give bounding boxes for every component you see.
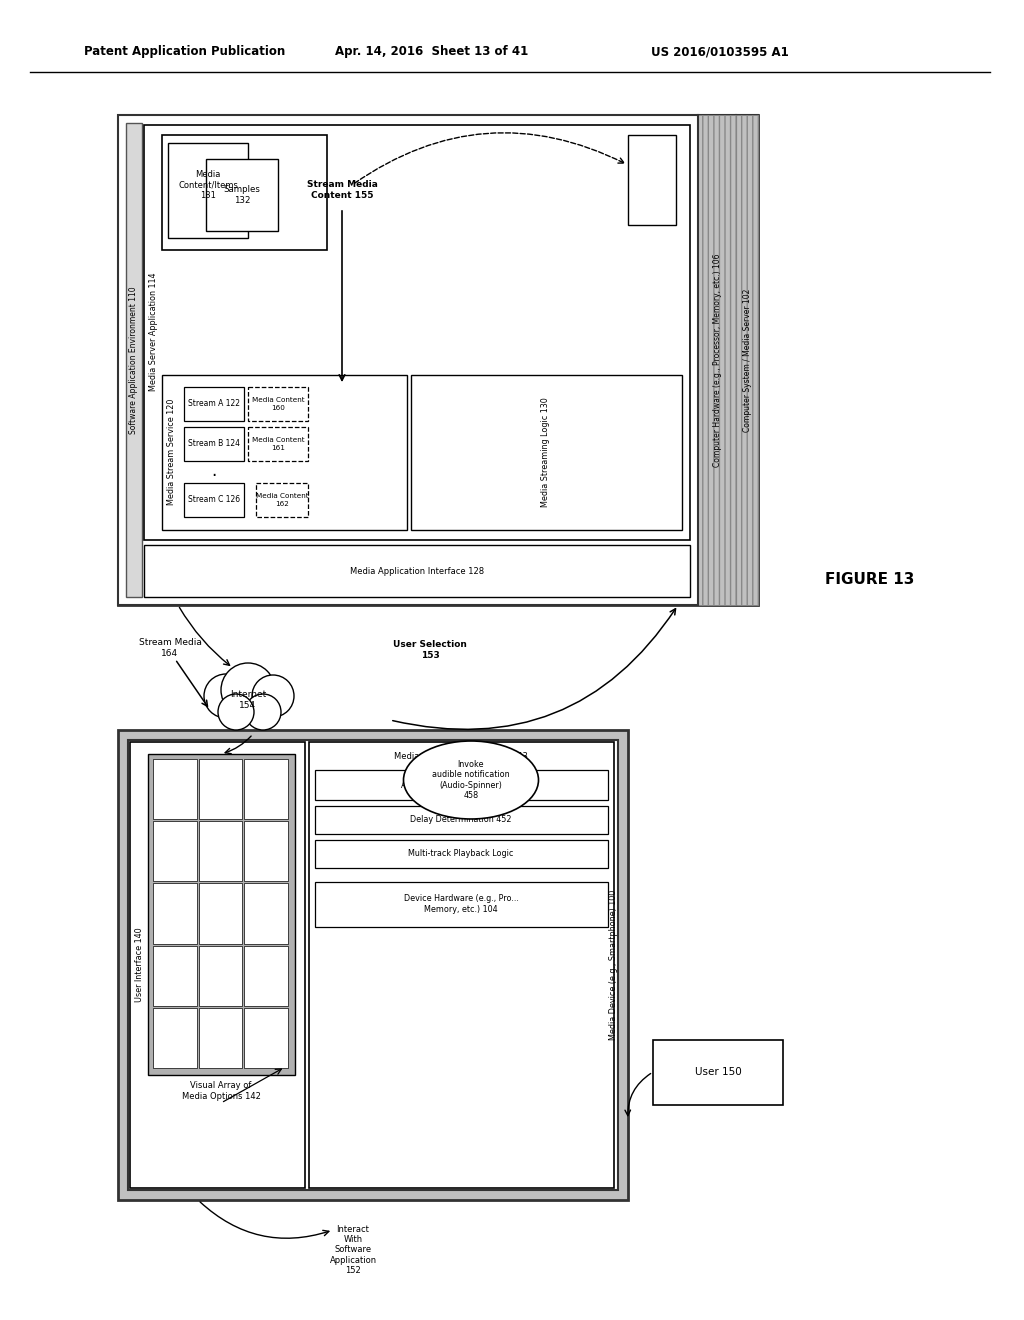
Circle shape bbox=[204, 675, 248, 718]
FancyBboxPatch shape bbox=[245, 759, 288, 820]
FancyBboxPatch shape bbox=[315, 882, 608, 927]
FancyBboxPatch shape bbox=[148, 754, 295, 1074]
FancyBboxPatch shape bbox=[245, 883, 288, 944]
FancyBboxPatch shape bbox=[245, 1007, 288, 1068]
FancyBboxPatch shape bbox=[199, 759, 243, 820]
Circle shape bbox=[218, 694, 254, 730]
Text: Audible Notification Logic 450: Audible Notification Logic 450 bbox=[400, 780, 521, 789]
Text: Media Server Application 114: Media Server Application 114 bbox=[148, 273, 158, 391]
FancyBboxPatch shape bbox=[162, 135, 327, 249]
Text: Media Playback Application 143: Media Playback Application 143 bbox=[394, 752, 528, 762]
Text: Media Content
162: Media Content 162 bbox=[256, 494, 308, 507]
Text: User Selection
153: User Selection 153 bbox=[393, 640, 467, 660]
FancyBboxPatch shape bbox=[153, 821, 197, 882]
FancyBboxPatch shape bbox=[315, 807, 608, 834]
Circle shape bbox=[252, 675, 294, 717]
FancyBboxPatch shape bbox=[698, 115, 736, 605]
FancyBboxPatch shape bbox=[184, 387, 244, 421]
FancyBboxPatch shape bbox=[199, 821, 243, 882]
FancyBboxPatch shape bbox=[153, 883, 197, 944]
FancyBboxPatch shape bbox=[199, 883, 243, 944]
FancyBboxPatch shape bbox=[245, 821, 288, 882]
FancyBboxPatch shape bbox=[248, 426, 308, 461]
Text: Interact
With
Software
Application
152: Interact With Software Application 152 bbox=[330, 1225, 377, 1275]
FancyBboxPatch shape bbox=[653, 1040, 783, 1105]
Text: Invoke
audible notification
(Audio-Spinner)
458: Invoke audible notification (Audio-Spinn… bbox=[432, 760, 510, 800]
Text: US 2016/0103595 A1: US 2016/0103595 A1 bbox=[651, 45, 788, 58]
Text: Media Content
160: Media Content 160 bbox=[252, 397, 304, 411]
FancyBboxPatch shape bbox=[118, 730, 628, 1200]
FancyBboxPatch shape bbox=[162, 375, 407, 531]
FancyBboxPatch shape bbox=[168, 143, 248, 238]
FancyBboxPatch shape bbox=[153, 1007, 197, 1068]
Circle shape bbox=[245, 694, 281, 730]
Text: Internet
154: Internet 154 bbox=[229, 690, 266, 710]
Text: Stream B 124: Stream B 124 bbox=[188, 440, 240, 449]
FancyBboxPatch shape bbox=[144, 125, 690, 540]
Text: Media Stream Service 120: Media Stream Service 120 bbox=[168, 399, 176, 506]
FancyBboxPatch shape bbox=[698, 115, 736, 605]
FancyBboxPatch shape bbox=[184, 426, 244, 461]
Text: Samples
132: Samples 132 bbox=[223, 185, 260, 205]
FancyBboxPatch shape bbox=[628, 135, 676, 224]
FancyBboxPatch shape bbox=[411, 375, 682, 531]
FancyBboxPatch shape bbox=[184, 483, 244, 517]
Text: Media Device (e.g., Smartphone) 100: Media Device (e.g., Smartphone) 100 bbox=[608, 890, 617, 1040]
Text: Device Hardware (e.g., Pro...
Memory, etc.) 104: Device Hardware (e.g., Pro... Memory, et… bbox=[403, 895, 518, 913]
FancyBboxPatch shape bbox=[256, 483, 308, 517]
Text: Media Application Interface 128: Media Application Interface 128 bbox=[350, 566, 484, 576]
Text: Visual Array of
Media Options 142: Visual Array of Media Options 142 bbox=[181, 1081, 260, 1101]
FancyBboxPatch shape bbox=[128, 741, 618, 1191]
Text: Media
Content/Items
131: Media Content/Items 131 bbox=[178, 170, 238, 199]
FancyBboxPatch shape bbox=[736, 115, 758, 605]
FancyBboxPatch shape bbox=[245, 945, 288, 1006]
Text: Software Application Environment 110: Software Application Environment 110 bbox=[129, 286, 138, 434]
FancyBboxPatch shape bbox=[315, 770, 608, 800]
Text: Stream Media
164: Stream Media 164 bbox=[138, 639, 202, 657]
Text: Stream Media
Content 155: Stream Media Content 155 bbox=[306, 181, 378, 199]
FancyBboxPatch shape bbox=[206, 158, 278, 231]
FancyBboxPatch shape bbox=[118, 115, 698, 605]
FancyBboxPatch shape bbox=[153, 759, 197, 820]
FancyBboxPatch shape bbox=[315, 840, 608, 869]
Text: Stream C 126: Stream C 126 bbox=[188, 495, 240, 504]
FancyBboxPatch shape bbox=[130, 742, 305, 1188]
FancyBboxPatch shape bbox=[153, 945, 197, 1006]
FancyBboxPatch shape bbox=[199, 1007, 243, 1068]
Text: Computer Hardware (e.g., Processor, Memory, etc.) 106: Computer Hardware (e.g., Processor, Memo… bbox=[713, 253, 722, 467]
Text: Media Content
161: Media Content 161 bbox=[252, 437, 304, 450]
Text: Patent Application Publication: Patent Application Publication bbox=[84, 45, 286, 58]
Ellipse shape bbox=[403, 741, 539, 818]
FancyBboxPatch shape bbox=[118, 115, 758, 605]
Text: FIGURE 13: FIGURE 13 bbox=[825, 573, 914, 587]
FancyBboxPatch shape bbox=[309, 742, 614, 1188]
Circle shape bbox=[221, 663, 275, 717]
FancyBboxPatch shape bbox=[144, 545, 690, 597]
FancyBboxPatch shape bbox=[248, 387, 308, 421]
Text: Apr. 14, 2016  Sheet 13 of 41: Apr. 14, 2016 Sheet 13 of 41 bbox=[336, 45, 528, 58]
FancyBboxPatch shape bbox=[126, 123, 142, 597]
Text: User Interface 140: User Interface 140 bbox=[134, 928, 143, 1002]
Text: User 150: User 150 bbox=[694, 1067, 741, 1077]
FancyBboxPatch shape bbox=[199, 945, 243, 1006]
FancyBboxPatch shape bbox=[736, 115, 758, 605]
Text: Computer System / Media Server 102: Computer System / Media Server 102 bbox=[742, 288, 752, 432]
Text: Multi-track Playback Logic: Multi-track Playback Logic bbox=[409, 850, 514, 858]
Text: .: . bbox=[211, 462, 217, 480]
Text: Stream A 122: Stream A 122 bbox=[188, 400, 240, 408]
Text: Media Streaming Logic 130: Media Streaming Logic 130 bbox=[542, 397, 551, 507]
Text: Delay Determination 452: Delay Determination 452 bbox=[411, 816, 512, 825]
